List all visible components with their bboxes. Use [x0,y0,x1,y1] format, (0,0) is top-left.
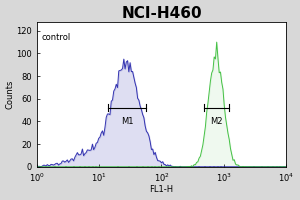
Text: M1: M1 [121,117,134,126]
Y-axis label: Counts: Counts [6,80,15,109]
X-axis label: FL1-H: FL1-H [149,185,173,194]
Text: control: control [42,33,71,42]
Title: NCI-H460: NCI-H460 [121,6,202,21]
Text: M2: M2 [210,117,223,126]
